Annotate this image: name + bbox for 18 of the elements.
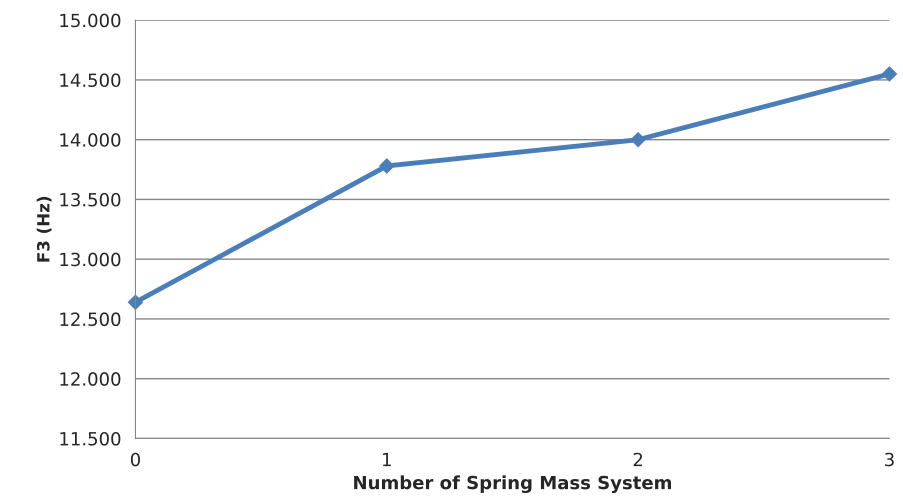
point <box>378 158 395 174</box>
x-tick-label: 1 <box>383 452 391 466</box>
y-tick-label: 12.500 <box>60 312 120 326</box>
x-tick-label: 2 <box>634 452 642 466</box>
y-tick-label: 11.500 <box>60 432 120 446</box>
point <box>882 66 898 82</box>
x-tick-label: 0 <box>130 452 140 466</box>
point <box>128 294 144 310</box>
y-tick-label: 15.000 <box>60 14 120 28</box>
point <box>630 132 646 148</box>
y-tick-label: 13.000 <box>60 252 120 266</box>
x-axis-title: Number of Spring Mass System <box>354 475 671 494</box>
y-tick-label: 14.500 <box>60 73 120 88</box>
y-tick-label: 12.000 <box>60 372 120 386</box>
x-tick-label: 3 <box>885 452 894 466</box>
y-axis-title: F3 (Hz) <box>36 196 52 262</box>
y-tick-label: 14.000 <box>60 133 120 147</box>
y-tick-label: 13.500 <box>60 192 120 207</box>
